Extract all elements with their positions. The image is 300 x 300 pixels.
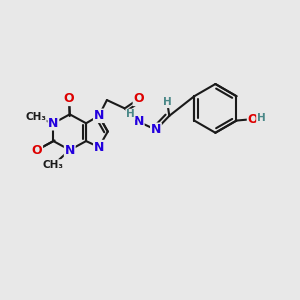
Text: N: N — [48, 117, 59, 130]
Text: O: O — [32, 143, 42, 157]
Text: H: H — [163, 98, 172, 107]
Text: N: N — [94, 140, 104, 154]
Text: N: N — [151, 123, 161, 136]
Text: O: O — [134, 92, 144, 105]
Text: N: N — [134, 115, 144, 128]
Text: H: H — [257, 113, 266, 124]
Text: CH₃: CH₃ — [25, 112, 46, 122]
Text: CH₃: CH₃ — [43, 160, 64, 170]
Text: N: N — [94, 109, 104, 122]
Text: H: H — [126, 109, 135, 119]
Text: N: N — [64, 143, 75, 157]
Text: O: O — [64, 92, 74, 105]
Text: O: O — [248, 112, 258, 126]
